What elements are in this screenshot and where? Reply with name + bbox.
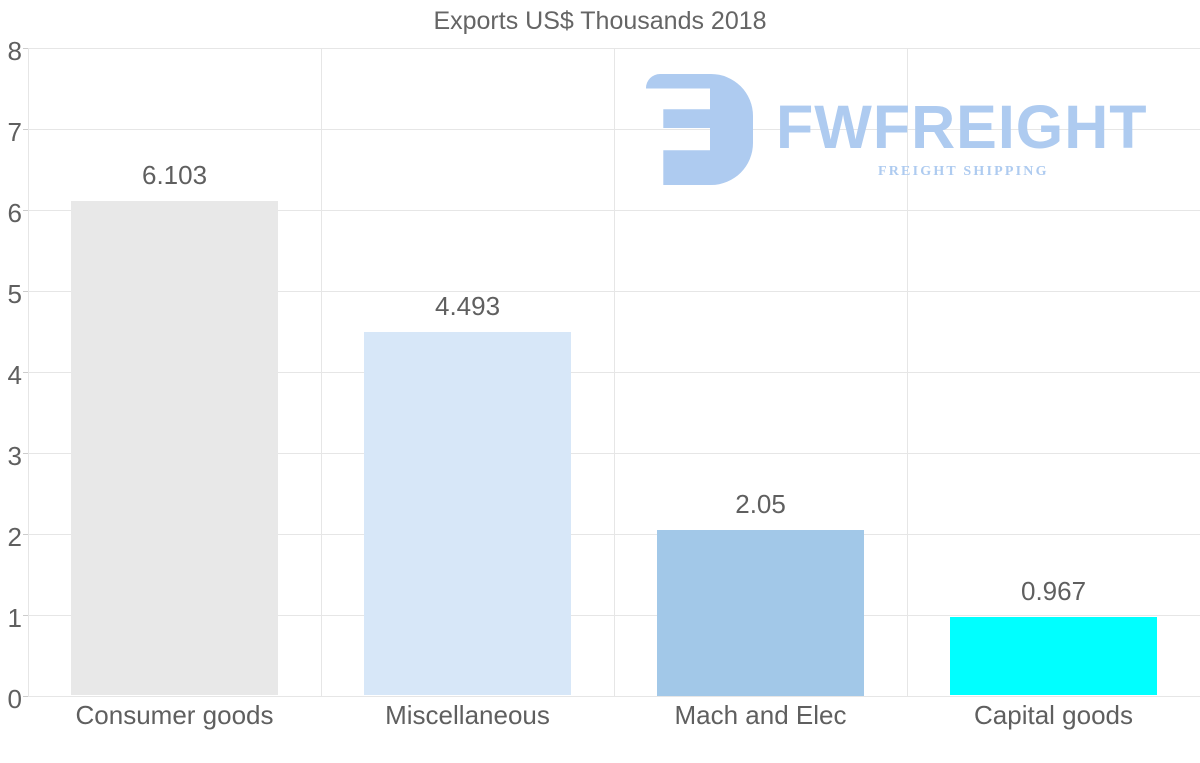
svg-text:FWFREIGHT: FWFREIGHT xyxy=(776,93,1146,161)
svg-text:FREIGHT SHIPPING: FREIGHT SHIPPING xyxy=(878,164,1049,179)
